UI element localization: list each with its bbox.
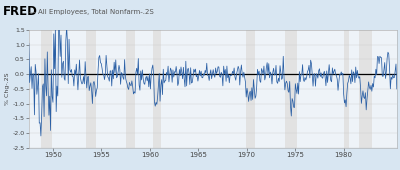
Text: All Employees, Total Nonfarm-.2S: All Employees, Total Nonfarm-.2S [38,9,154,15]
Text: FRED: FRED [3,5,38,18]
Bar [41,30,52,148]
Bar [344,30,349,148]
Bar [153,30,161,148]
Bar [86,30,96,148]
Bar [285,30,297,148]
Text: —: — [29,10,36,16]
Bar [246,30,255,148]
Y-axis label: % Chg-.2S: % Chg-.2S [5,73,10,105]
Bar [359,30,372,148]
Bar [126,30,134,148]
